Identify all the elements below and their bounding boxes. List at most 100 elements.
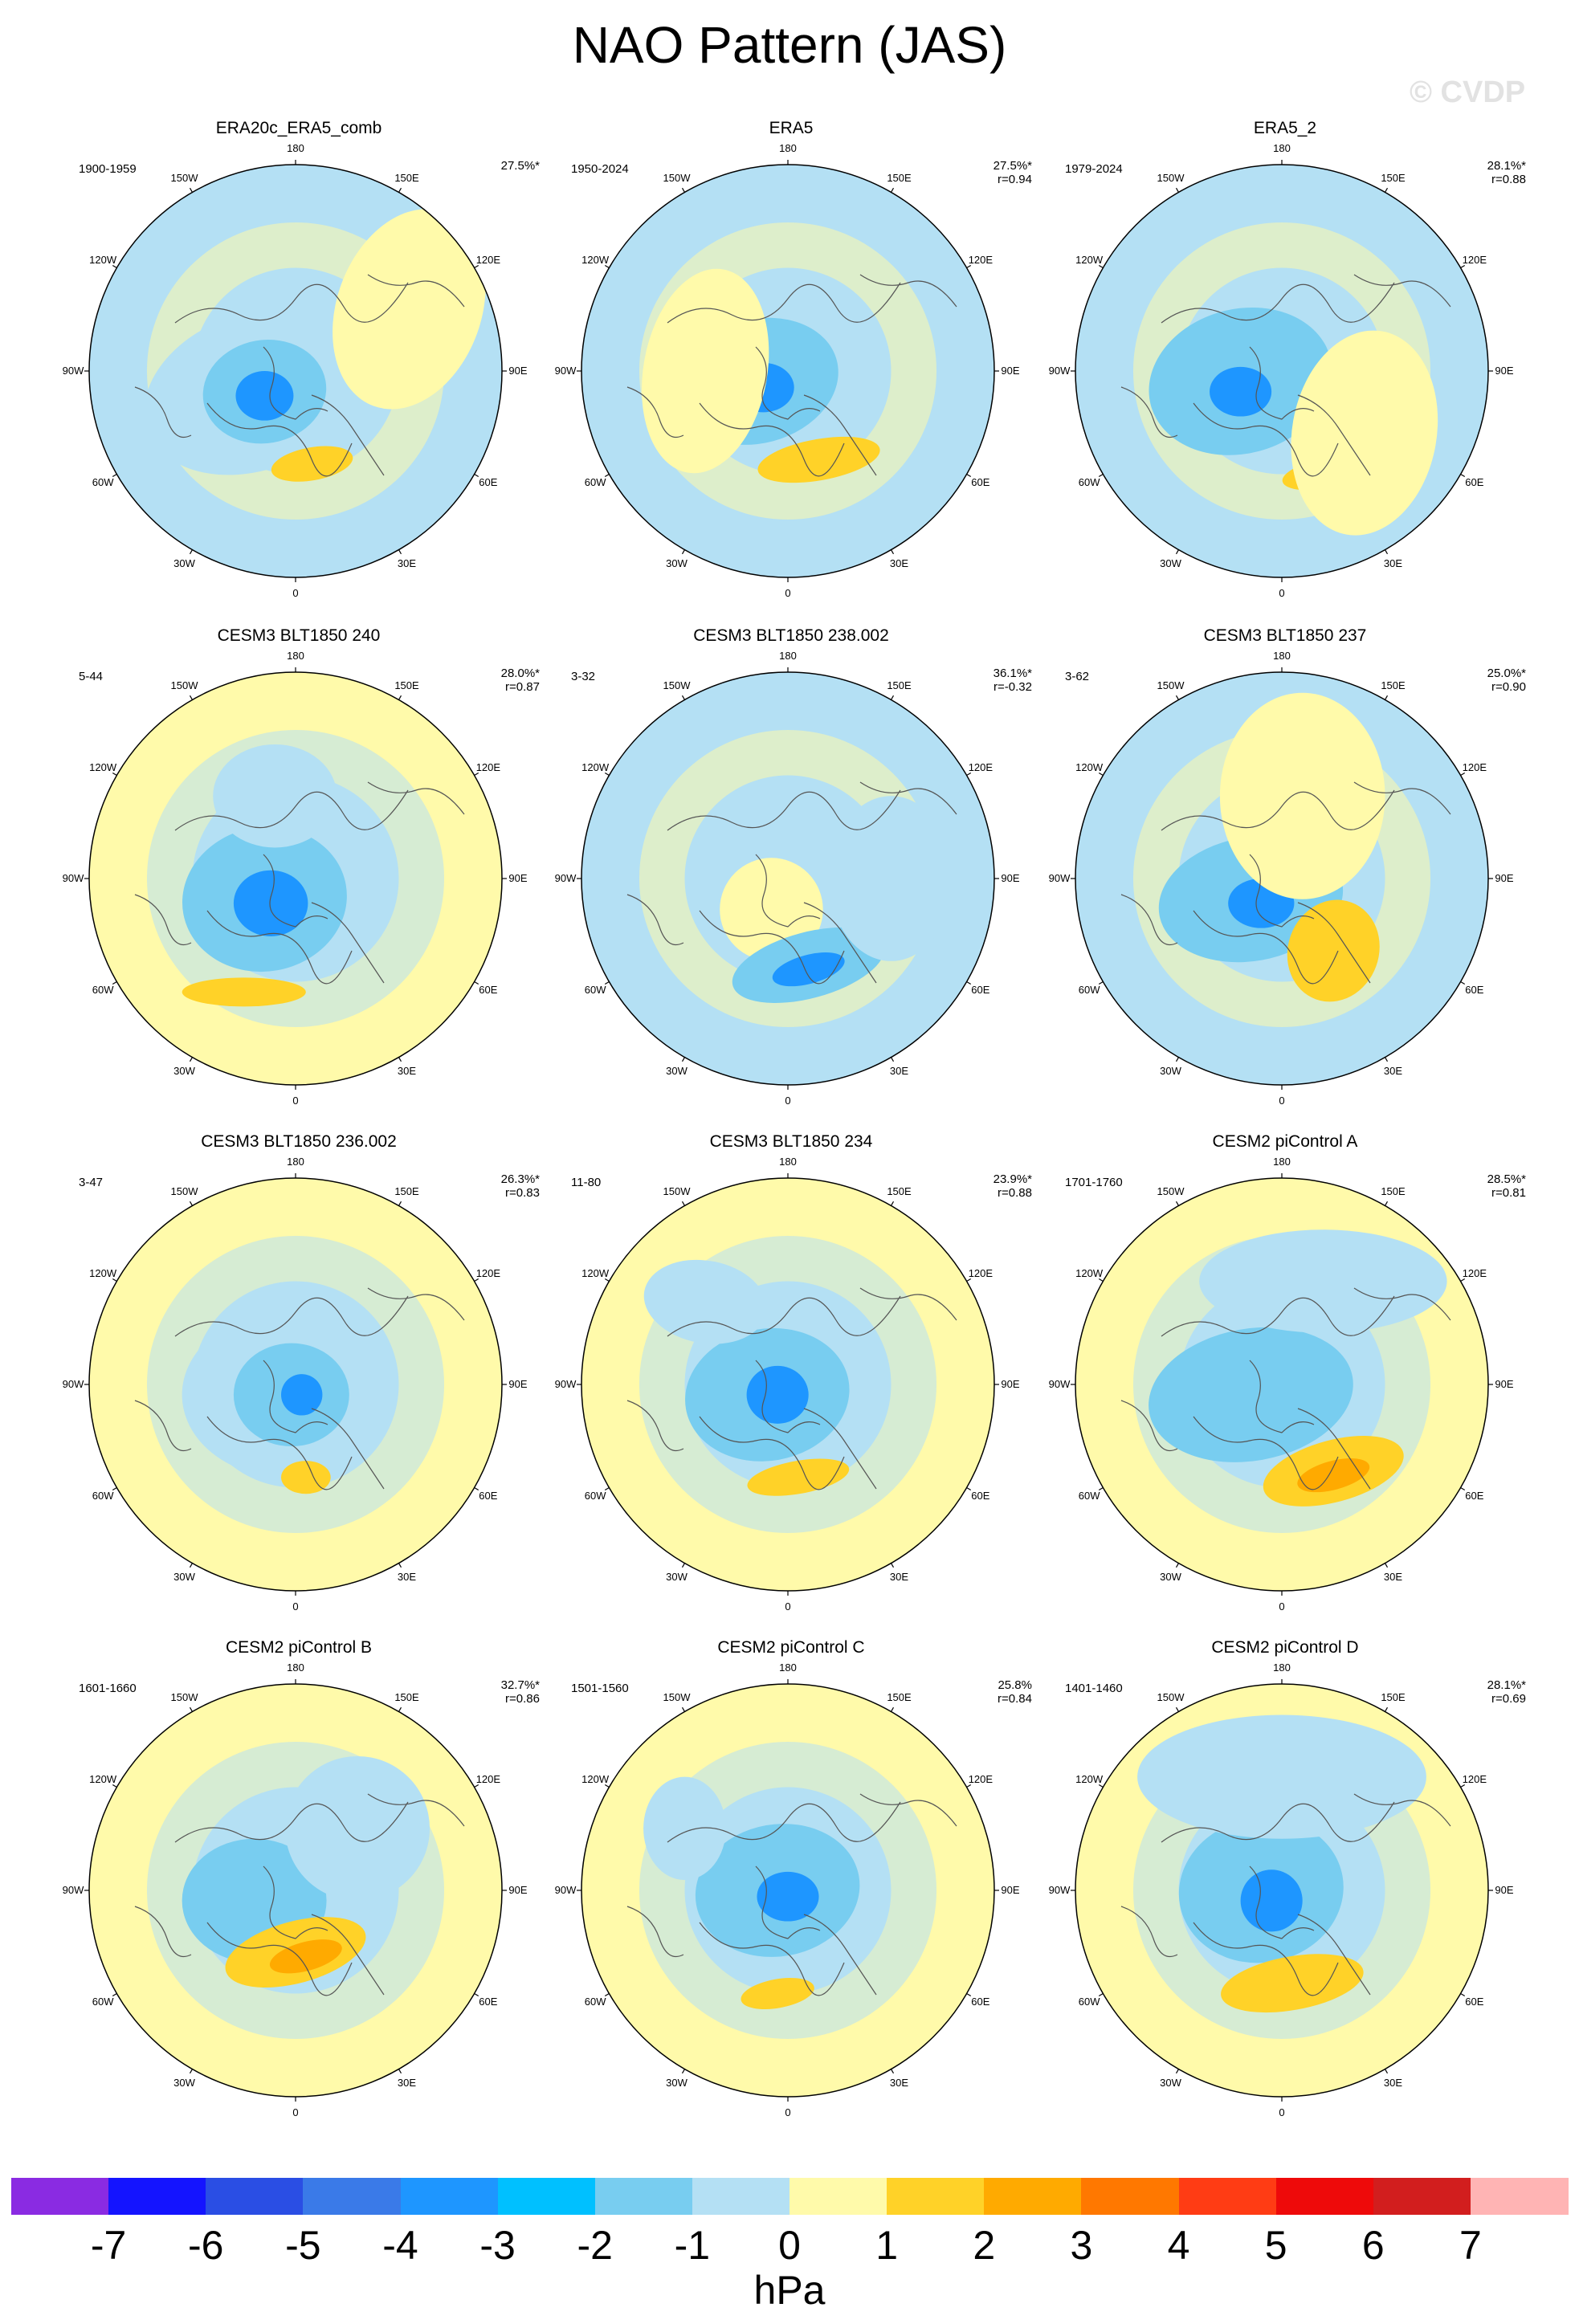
longitude-tick <box>398 187 402 193</box>
polar-map <box>84 1173 507 1596</box>
anomaly-region <box>1149 1327 1353 1462</box>
coastline <box>1120 1287 1451 1490</box>
longitude-label: 180 <box>287 650 304 662</box>
longitude-tick <box>474 264 479 269</box>
longitude-tick <box>1460 772 1466 777</box>
longitude-label: 150E <box>1381 1185 1406 1198</box>
longitude-label: 150W <box>1157 1691 1185 1704</box>
anomaly-region <box>285 1755 430 1901</box>
longitude-tick <box>966 1784 972 1788</box>
longitude-tick <box>966 772 972 777</box>
longitude-tick <box>1175 1563 1180 1568</box>
polar-map <box>84 667 507 1090</box>
longitude-tick <box>1384 1563 1389 1568</box>
panel-title: ERA5 <box>769 119 814 137</box>
anomaly-region <box>1291 330 1438 536</box>
panel-years: 1701-1760 <box>1065 1176 1123 1189</box>
coastline <box>1120 781 1451 985</box>
longitude-tick <box>189 695 194 700</box>
longitude-label: 120W <box>1075 760 1104 773</box>
longitude-tick <box>1098 772 1104 777</box>
longitude-tick <box>1460 473 1466 478</box>
map-panel: CESM3 BLT1850 240 5-44 28.0%* r=0.87 180 150E… <box>50 626 548 1132</box>
longitude-label: 120W <box>89 760 117 773</box>
longitude-label: 90W <box>62 365 84 377</box>
longitude-label: 60W <box>584 475 606 488</box>
figure-title: NAO Pattern (JAS) <box>572 16 1007 74</box>
longitude-tick <box>1460 1784 1466 1788</box>
longitude-label: 60E <box>971 983 990 996</box>
longitude-tick <box>890 1201 895 1206</box>
longitude-label: 150E <box>394 172 419 185</box>
longitude-label: 120E <box>968 1772 994 1785</box>
longitude-tick <box>189 2069 194 2074</box>
longitude-label: 30E <box>397 1570 417 1583</box>
polar-map <box>84 1679 507 2102</box>
longitude-tick <box>604 473 610 478</box>
longitude-tick <box>398 549 402 555</box>
longitude-tick <box>1460 981 1466 985</box>
longitude-tick <box>681 549 686 555</box>
colorbar-tick-label: -1 <box>674 2223 711 2268</box>
longitude-label: 60E <box>479 475 498 488</box>
longitude-tick <box>1384 549 1389 555</box>
panel-title: CESM2 piControl A <box>1212 1132 1358 1151</box>
pattern-correlation: r=0.88 <box>998 1186 1032 1200</box>
anomaly-region <box>182 977 306 1007</box>
colorbar-tick-label: 5 <box>1264 2223 1287 2268</box>
longitude-tick <box>474 1486 479 1491</box>
longitude-label: 120E <box>968 760 994 773</box>
anomaly-region <box>757 436 880 483</box>
longitude-tick <box>1098 981 1104 985</box>
panel-stats: 27.5%* r=0.94 <box>920 159 1032 186</box>
panel-years: 1979-2024 <box>1065 162 1123 176</box>
longitude-label: 120E <box>475 1772 501 1785</box>
anomaly-region <box>213 744 337 848</box>
panel-title: ERA5_2 <box>1253 119 1317 137</box>
longitude-tick <box>1460 1992 1466 1997</box>
longitude-label: 90W <box>554 872 577 884</box>
longitude-label: 60W <box>1078 1489 1100 1502</box>
longitude-label: 60W <box>584 1995 606 2008</box>
longitude-label: 90E <box>1001 365 1020 377</box>
longitude-label: 120W <box>89 1772 117 1785</box>
longitude-tick <box>681 187 686 193</box>
colorbar-swatch <box>11 2178 109 2215</box>
polar-map <box>577 1173 999 1596</box>
longitude-tick <box>474 1278 479 1282</box>
longitude-label: 90E <box>1495 1378 1514 1390</box>
polar-map <box>1071 160 1493 582</box>
longitude-tick <box>681 1563 686 1568</box>
longitude-tick <box>1175 1057 1180 1062</box>
longitude-label: 60E <box>1465 983 1484 996</box>
coastline <box>134 1793 465 1996</box>
longitude-label: 90E <box>1495 872 1514 884</box>
coastline <box>1120 274 1451 477</box>
longitude-tick <box>681 2069 686 2074</box>
coastline <box>626 274 957 477</box>
polar-map <box>1071 1679 1493 2102</box>
panel-stats: 32.7%* r=0.86 <box>427 1678 540 1706</box>
colorbar-units: hPa <box>753 2268 826 2313</box>
longitude-tick <box>1175 2069 1180 2074</box>
anomaly-region <box>746 1365 809 1424</box>
coastline <box>626 1793 957 1996</box>
coastline <box>134 781 465 985</box>
longitude-tick <box>398 1706 402 1712</box>
panel-title: ERA20c_ERA5_comb <box>215 119 382 137</box>
longitude-label: 0 <box>292 1095 299 1107</box>
longitude-label: 90E <box>508 1884 528 1896</box>
longitude-label: 150W <box>170 1185 198 1198</box>
colorbar-swatch <box>984 2178 1082 2215</box>
pattern-correlation: r=0.86 <box>505 1692 540 1706</box>
anomaly-region <box>1221 1954 1364 2013</box>
cvdp-watermark: © CVDP <box>1410 75 1526 109</box>
map-panel: CESM3 BLT1850 236.002 3-47 26.3%* r=0.83 180… <box>50 1132 548 1638</box>
longitude-tick <box>1098 473 1104 478</box>
longitude-label: 180 <box>287 142 304 154</box>
longitude-label: 0 <box>292 2106 299 2118</box>
longitude-label: 150E <box>1381 1691 1406 1704</box>
explained-variance: 23.9%* <box>993 1172 1032 1186</box>
longitude-label: 0 <box>785 1600 791 1613</box>
longitude-label: 30E <box>889 557 909 569</box>
